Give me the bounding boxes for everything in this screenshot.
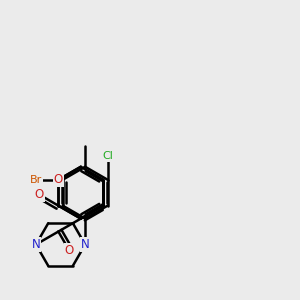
Text: N: N [81, 238, 89, 251]
Text: N: N [32, 238, 40, 251]
Text: Cl: Cl [102, 152, 113, 161]
Text: O: O [65, 244, 74, 257]
Text: O: O [54, 173, 63, 186]
Text: O: O [35, 188, 44, 201]
Text: Br: Br [30, 175, 43, 185]
